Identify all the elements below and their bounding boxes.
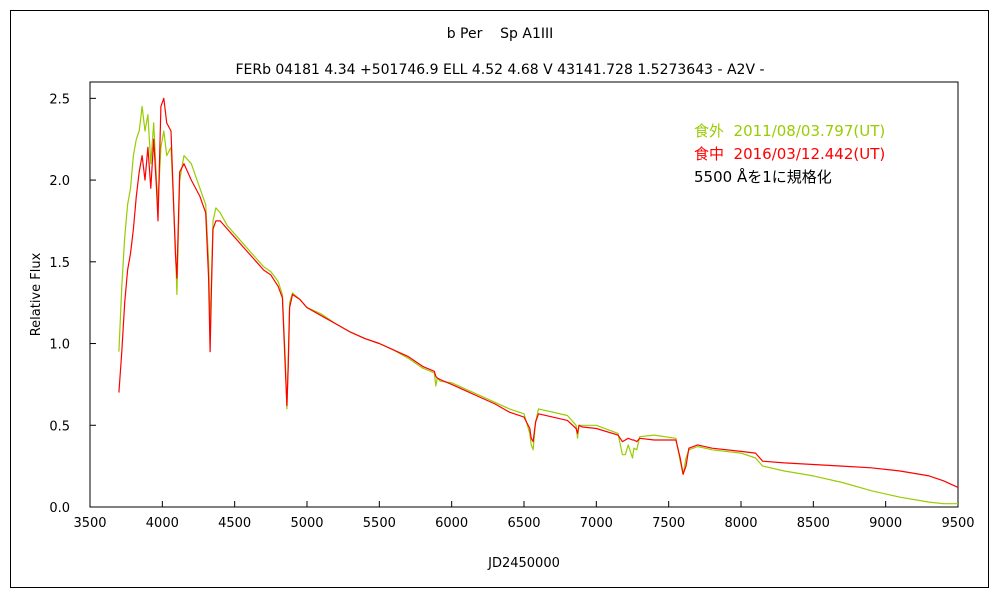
x-tick-label: 4000 <box>146 516 179 531</box>
y-tick-label: 1.0 <box>49 338 70 353</box>
x-axis-label: JD2450000 <box>487 556 560 571</box>
chart-title: b Per Sp A1III <box>446 26 554 42</box>
x-tick-label: 7500 <box>652 516 685 531</box>
x-tick-label: 5500 <box>363 516 396 531</box>
x-tick-label: 8500 <box>797 516 830 531</box>
chart-frame <box>10 10 989 588</box>
x-tick-label: 6500 <box>507 516 540 531</box>
legend-entry-out-of-eclipse: 食外 2011/08/03.797(UT) <box>694 122 886 140</box>
x-tick-label: 4500 <box>218 516 251 531</box>
x-tick-label: 9500 <box>941 516 974 531</box>
series-line-0 <box>118 105 958 505</box>
normalization-note: 5500 Åを1に規格化 <box>694 168 832 186</box>
x-tick-label: 5000 <box>290 516 323 531</box>
x-tick-label: 3500 <box>73 516 106 531</box>
chart-subtitle: FERb 04181 4.34 +501746.9 ELL 4.52 4.68 … <box>235 62 765 78</box>
x-tick-label: 6000 <box>435 516 468 531</box>
x-tick-label: 7000 <box>580 516 613 531</box>
x-tick-label: 8000 <box>724 516 757 531</box>
y-tick-label: 0.5 <box>49 419 70 434</box>
series-line-1 <box>118 97 959 488</box>
x-tick-label: 9000 <box>869 516 902 531</box>
y-tick-label: 0.0 <box>49 501 70 516</box>
y-axis-label: Relative Flux <box>29 252 44 336</box>
legend-entry-in-eclipse: 食中 2016/03/12.442(UT) <box>694 145 886 163</box>
y-tick-label: 2.5 <box>49 92 70 107</box>
y-tick-label: 1.5 <box>49 256 70 271</box>
y-tick-label: 2.0 <box>49 174 70 189</box>
